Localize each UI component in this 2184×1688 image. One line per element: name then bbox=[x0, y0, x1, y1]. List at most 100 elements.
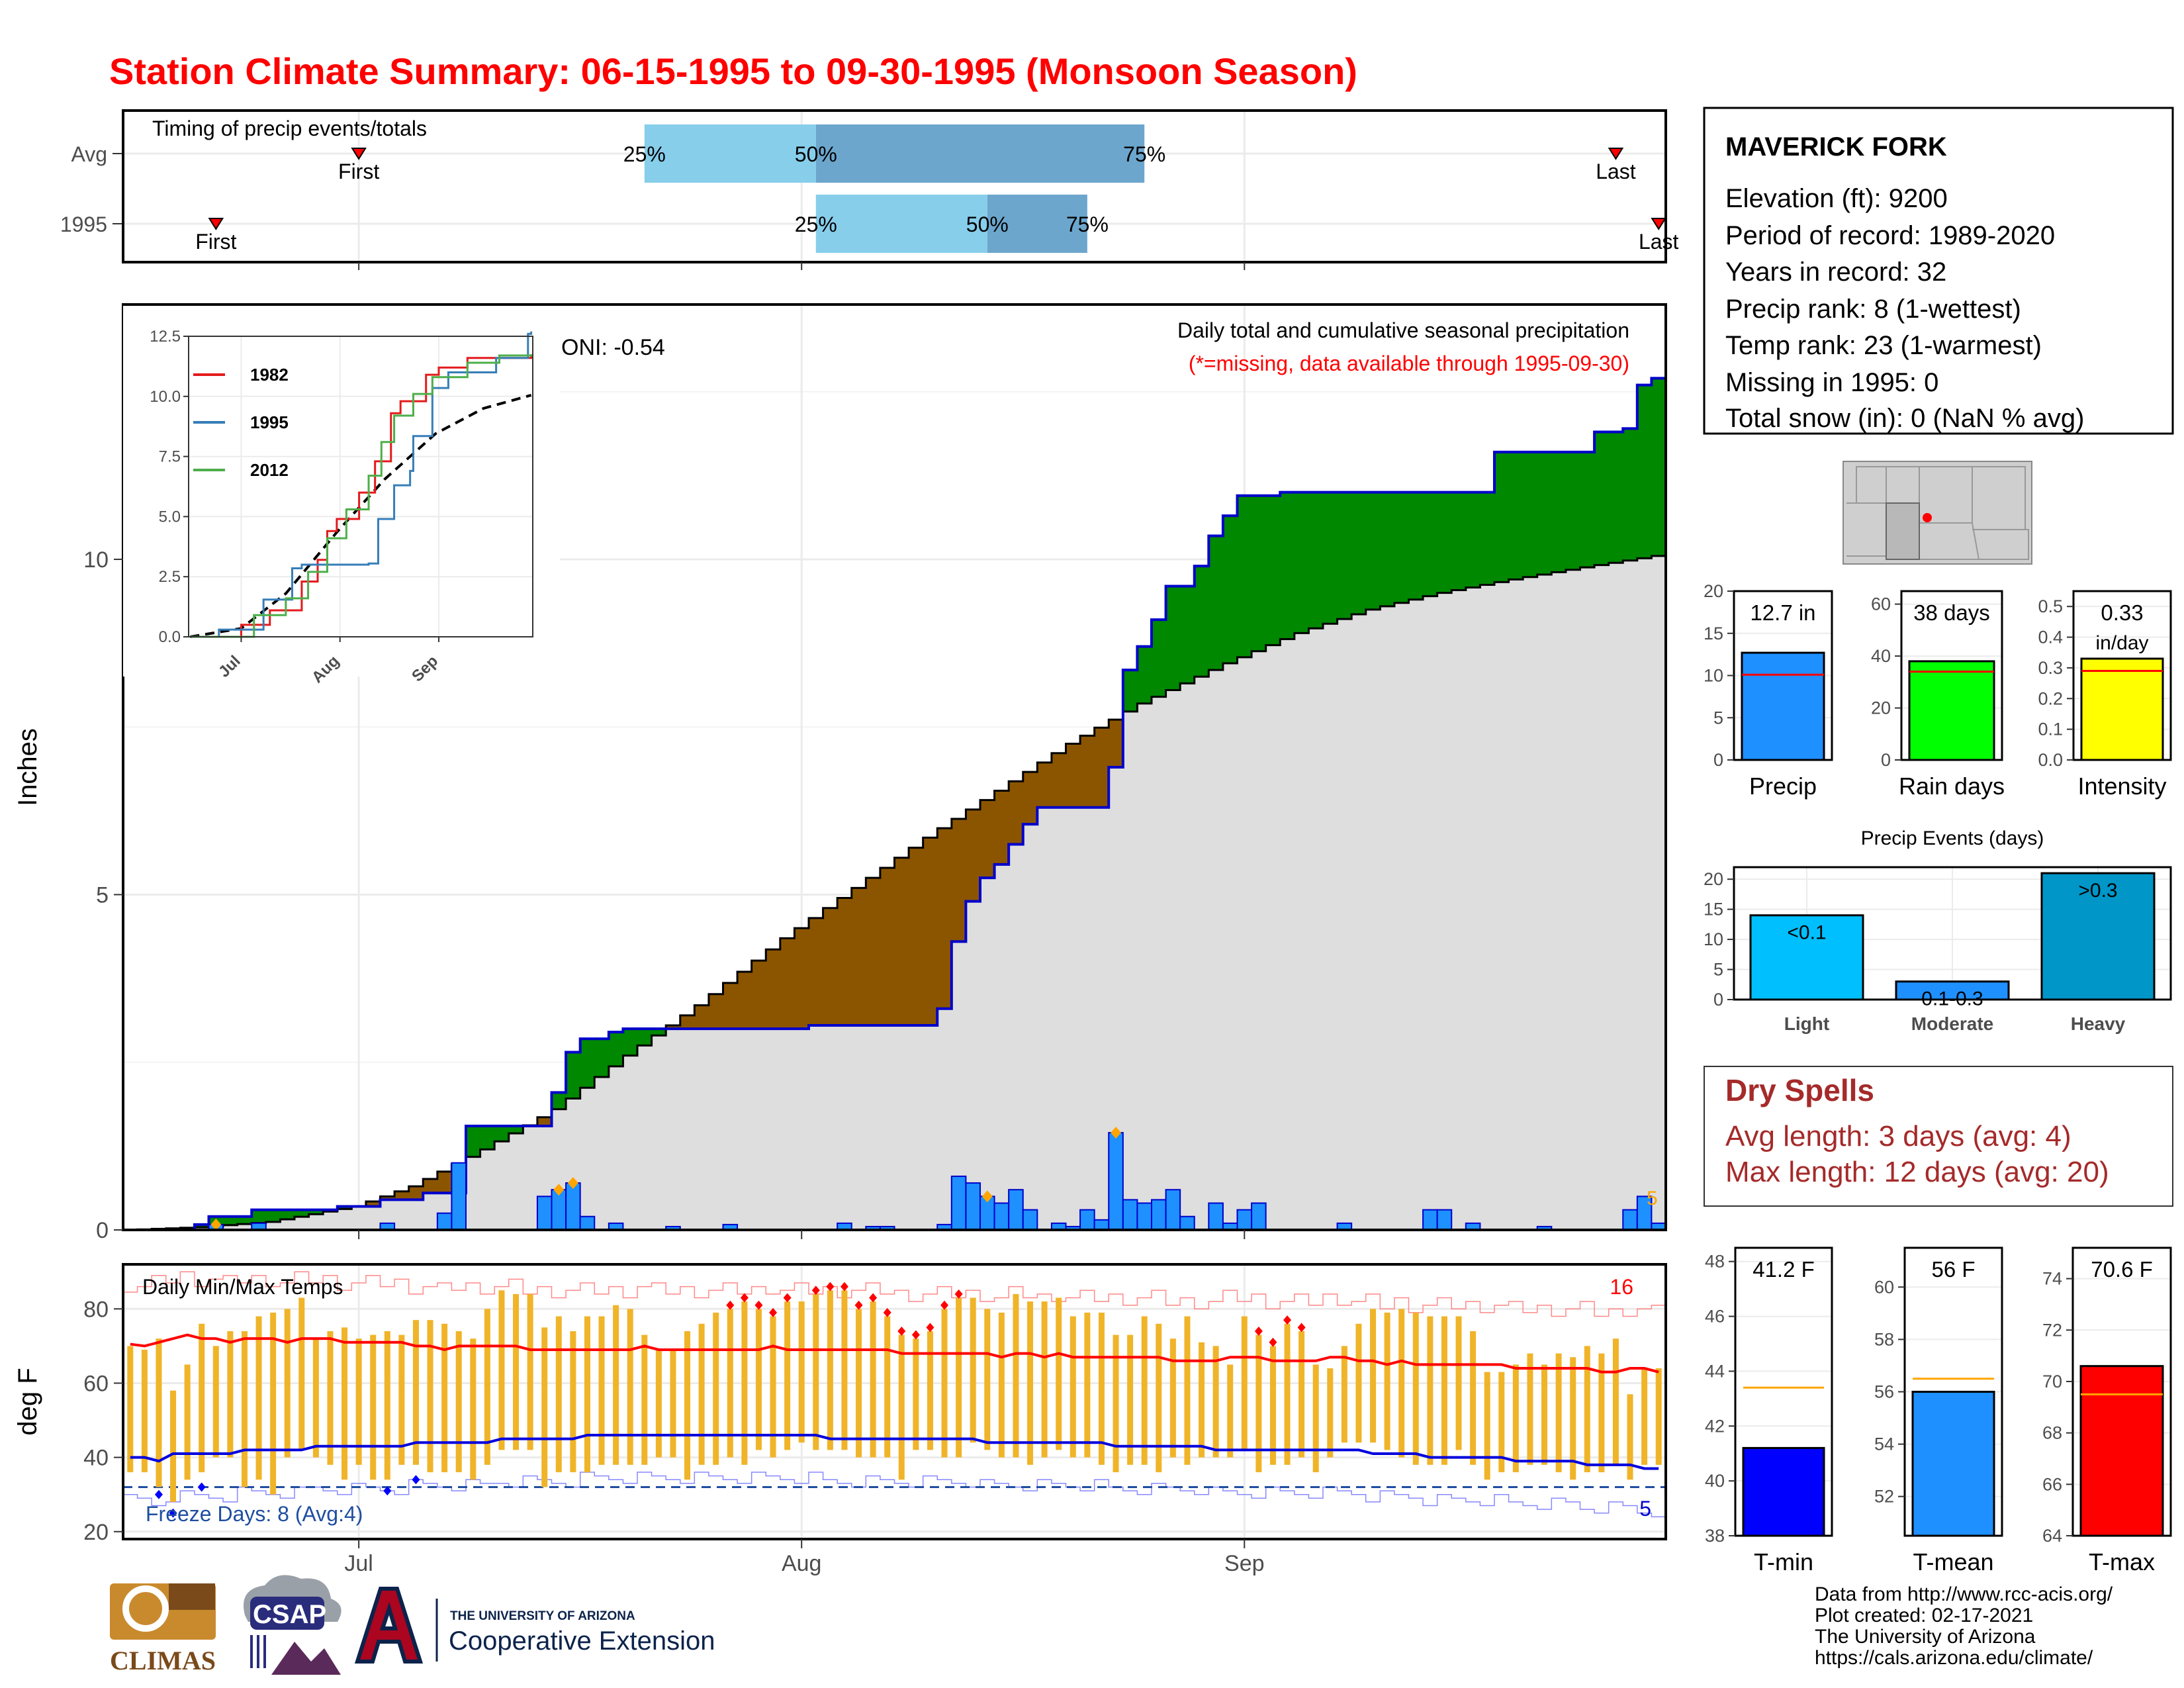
y-tick-label: 20 bbox=[1704, 581, 1723, 601]
precip-panel: 0 5 10 Inches Daily total and cumulative sea… bbox=[13, 303, 1667, 1243]
cumulative-base bbox=[1394, 602, 1410, 1230]
daily-temp-bar bbox=[227, 1331, 234, 1458]
freeze-day-marker bbox=[154, 1489, 163, 1499]
cumulative-base bbox=[1537, 575, 1552, 1230]
inset-legend-label: 1982 bbox=[250, 365, 289, 385]
inset-y-tick-label: 7.5 bbox=[159, 448, 181, 466]
cumulative-base bbox=[737, 1029, 752, 1230]
timing-frame bbox=[122, 109, 1667, 263]
daily-temp-bar bbox=[1398, 1309, 1405, 1458]
record-high-marker bbox=[783, 1293, 792, 1303]
freeze-day-marker bbox=[412, 1475, 420, 1485]
cumulative-base bbox=[637, 1045, 653, 1230]
y-tick-label: 0 bbox=[96, 1218, 109, 1243]
daily-temp-bar bbox=[784, 1301, 791, 1450]
y-tick-label: 20 bbox=[1704, 869, 1723, 889]
daily-temp-bar bbox=[827, 1290, 833, 1450]
record-high-marker bbox=[811, 1286, 820, 1295]
inset-legend-label: 2012 bbox=[250, 460, 289, 480]
y-tick-label: 70 bbox=[2042, 1372, 2062, 1391]
surplus-area bbox=[1122, 670, 1138, 712]
cumulative-base bbox=[823, 1025, 838, 1230]
surplus-area bbox=[1365, 492, 1381, 610]
y-tick-label: 5 bbox=[1713, 708, 1723, 727]
cumulative-base bbox=[1494, 582, 1510, 1230]
record-high-envelope bbox=[123, 1271, 1666, 1317]
daily-temp-bar bbox=[1255, 1335, 1262, 1473]
surplus-area bbox=[1608, 432, 1623, 563]
daily-temp-bar bbox=[541, 1327, 548, 1487]
daily-temp-bar bbox=[1069, 1316, 1076, 1458]
daily-temp-bar bbox=[1527, 1353, 1533, 1465]
y-tick-label: 42 bbox=[1705, 1416, 1725, 1436]
event-category-label: Moderate bbox=[1911, 1013, 1993, 1034]
surplus-area bbox=[1551, 451, 1567, 573]
cumulative-base bbox=[837, 1025, 852, 1230]
cumulative-base bbox=[365, 1206, 381, 1230]
daily-temp-bar bbox=[1627, 1394, 1633, 1480]
corner-label: 5 bbox=[1647, 1188, 1658, 1209]
cumulative-base bbox=[751, 1029, 766, 1230]
cumulative-base bbox=[680, 1029, 695, 1230]
cumulative-base bbox=[851, 1025, 866, 1230]
deficit-area bbox=[866, 878, 881, 1026]
y-tick-label: 0.0 bbox=[2038, 750, 2063, 770]
record-high-marker bbox=[1254, 1326, 1263, 1336]
y-tick-label: 64 bbox=[2042, 1526, 2062, 1546]
cumulative-base bbox=[466, 1156, 481, 1230]
daily-temp-bar bbox=[1027, 1301, 1034, 1465]
cumulative-base bbox=[866, 1025, 881, 1230]
daily-temp-bar bbox=[1156, 1323, 1162, 1473]
record-marker bbox=[210, 1218, 222, 1231]
climas-text: CLIMAS bbox=[110, 1646, 216, 1675]
locator-map bbox=[1843, 461, 2032, 565]
daily-temp-bar bbox=[813, 1293, 819, 1450]
cumulative-base bbox=[1165, 690, 1181, 1230]
y-tick-label: 60 bbox=[1874, 1277, 1894, 1297]
surplus-area bbox=[1251, 495, 1267, 651]
tmax-summary-chart: 64 66 68 70 72 74 70.6 F T-max bbox=[2042, 1246, 2172, 1575]
daily-temp-bar bbox=[156, 1338, 162, 1487]
surplus-area bbox=[508, 1125, 523, 1134]
daily-temp-bar bbox=[1327, 1368, 1334, 1458]
precip-title: Daily total and cumulative seasonal prec… bbox=[1177, 318, 1629, 342]
y-tick-label: 10 bbox=[1704, 929, 1723, 949]
cumulative-base bbox=[651, 1035, 666, 1230]
daily-temp-bar bbox=[1512, 1364, 1519, 1473]
cumulative-base bbox=[494, 1141, 510, 1230]
daily-precip-bar bbox=[1151, 1199, 1167, 1231]
dry-spells-avg: Avg length: 3 days (avg: 4) bbox=[1725, 1120, 2071, 1152]
cumulative-base bbox=[1109, 767, 1124, 1230]
timing-label-last: Last bbox=[1596, 160, 1636, 183]
daily-temp-bar bbox=[555, 1316, 562, 1473]
surplus-area bbox=[608, 1032, 624, 1066]
record-marker bbox=[553, 1184, 565, 1196]
daily-temp-bar bbox=[1498, 1372, 1505, 1473]
timing-marker-first bbox=[351, 148, 367, 160]
daily-temp-bar bbox=[684, 1331, 691, 1480]
daily-temp-bar bbox=[1212, 1346, 1219, 1458]
y-tick-label: 40 bbox=[83, 1446, 109, 1471]
cumulative-base bbox=[1623, 560, 1638, 1230]
daily-temp-bar bbox=[1227, 1364, 1234, 1458]
y-tick-label: 58 bbox=[1874, 1329, 1894, 1349]
daily-temp-bar bbox=[1655, 1368, 1662, 1465]
observed-cumulative-line bbox=[123, 377, 1666, 1231]
surplus-area bbox=[480, 1125, 495, 1150]
daily-temp-bar bbox=[1269, 1346, 1276, 1465]
daily-temp-bar bbox=[1241, 1316, 1248, 1450]
deficit-area bbox=[1109, 720, 1124, 767]
daily-temp-bar bbox=[1412, 1312, 1419, 1465]
freeze-day-marker bbox=[169, 1508, 177, 1518]
event-category-label: Light bbox=[1784, 1013, 1829, 1034]
deficit-area bbox=[408, 1186, 424, 1200]
cumulative-base bbox=[1180, 683, 1195, 1230]
summary-bar bbox=[2080, 657, 2164, 761]
daily-temp-bar bbox=[298, 1297, 305, 1450]
ua-big-text: Cooperative Extension bbox=[449, 1626, 715, 1656]
daily-temp-bar bbox=[284, 1309, 291, 1458]
record-high-marker bbox=[1283, 1315, 1292, 1325]
record-high-marker bbox=[883, 1307, 891, 1317]
daily-temp-bar bbox=[641, 1335, 648, 1465]
event-bar bbox=[2040, 872, 2156, 1001]
